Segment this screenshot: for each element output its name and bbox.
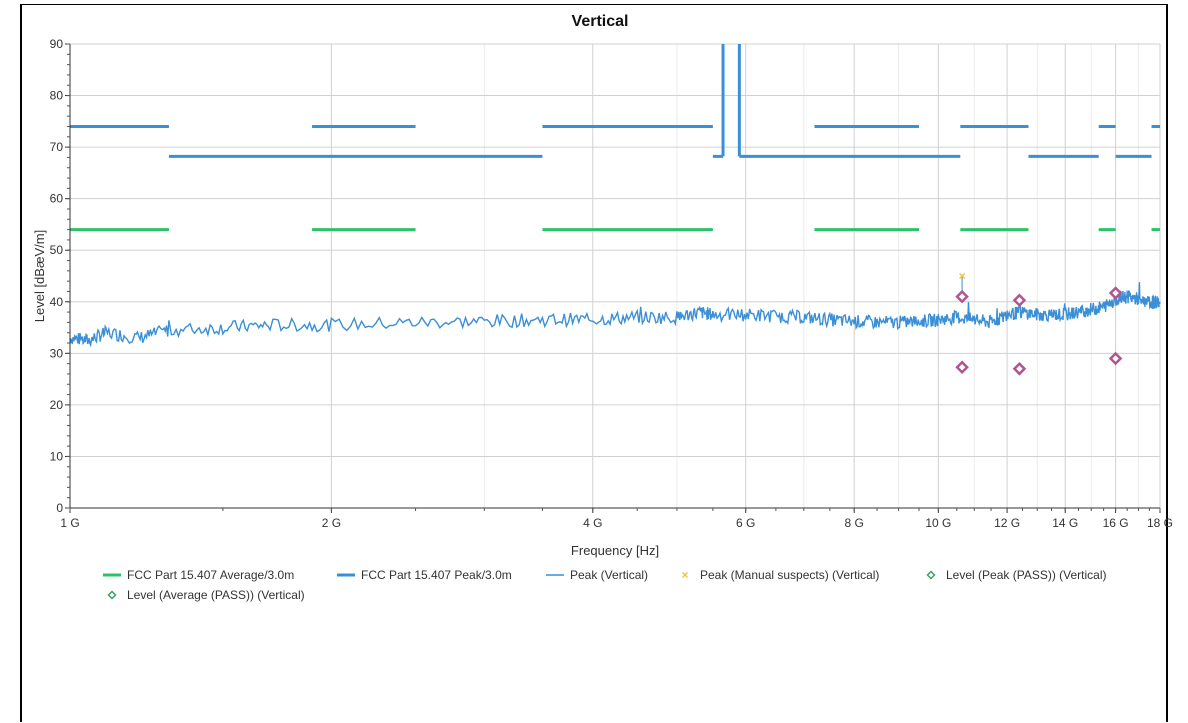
legend-label: Level (Peak (PASS)) (Vertical) — [946, 568, 1107, 582]
legend-label: Peak (Manual suspects) (Vertical) — [700, 568, 879, 582]
x-tick-label: 10 G — [925, 516, 951, 530]
level-average-marker — [1012, 362, 1027, 376]
level-average-marker — [955, 360, 969, 375]
plot-area — [70, 44, 1160, 508]
manual-suspect-marker: × — [959, 269, 966, 283]
legend-swatch-diamond — [926, 570, 936, 580]
legend: FCC Part 15.407 Average/3.0m FCC Part 15.… — [103, 568, 1107, 602]
legend-label: FCC Part 15.407 Peak/3.0m — [361, 568, 512, 582]
y-tick-label: 60 — [50, 192, 64, 206]
y-tick-label: 10 — [50, 449, 64, 463]
level-peak-marker — [1108, 286, 1123, 300]
legend-swatch-diamond — [107, 590, 117, 600]
x-tick-label: 8 G — [845, 516, 864, 530]
y-tick-label: 20 — [50, 398, 64, 412]
level-peak-marker — [1012, 293, 1027, 307]
x-tick-label: 16 G — [1103, 516, 1129, 530]
y-tick-label: 70 — [50, 140, 64, 154]
x-tick-label: 1 G — [60, 516, 79, 530]
grid-lines — [69, 43, 1161, 509]
peak-trace-line — [69, 282, 1161, 348]
level-average-marker — [1108, 351, 1123, 366]
x-tick-label: 14 G — [1052, 516, 1078, 530]
y-tick-label: 90 — [50, 37, 64, 51]
legend-label: FCC Part 15.407 Average/3.0m — [127, 568, 294, 582]
legend-label: Peak (Vertical) — [570, 568, 648, 582]
legend-label: Level (Average (PASS)) (Vertical) — [127, 588, 305, 602]
x-tick-label: 18 G — [1147, 516, 1173, 530]
y-tick-label: 30 — [50, 346, 64, 360]
x-tick-label: 6 G — [736, 516, 755, 530]
tick-labels: 1 G 2 G 4 G 6 G 8 G 10 G 12 G 14 G 16 G 18 G 0 10 20… — [50, 37, 1173, 530]
chart-title: Vertical — [572, 13, 629, 30]
y-tick-label: 50 — [50, 243, 64, 257]
y-tick-label: 80 — [50, 89, 64, 103]
series-layer — [69, 44, 1161, 348]
x-tick-label: 4 G — [583, 516, 602, 530]
legend-swatch-x: × — [681, 568, 688, 582]
x-axis-label: Frequency [Hz] — [571, 543, 659, 558]
marker-layer: × — [955, 269, 1123, 376]
level-peak-marker — [955, 289, 969, 304]
y-axis-label: Level [dBæV/m] — [32, 230, 47, 323]
y-tick-label: 40 — [50, 295, 64, 309]
x-tick-label: 12 G — [994, 516, 1020, 530]
y-tick-label: 0 — [56, 501, 63, 515]
chart-frame — [20, 4, 1168, 722]
axes — [65, 43, 1161, 513]
x-tick-label: 2 G — [322, 516, 341, 530]
